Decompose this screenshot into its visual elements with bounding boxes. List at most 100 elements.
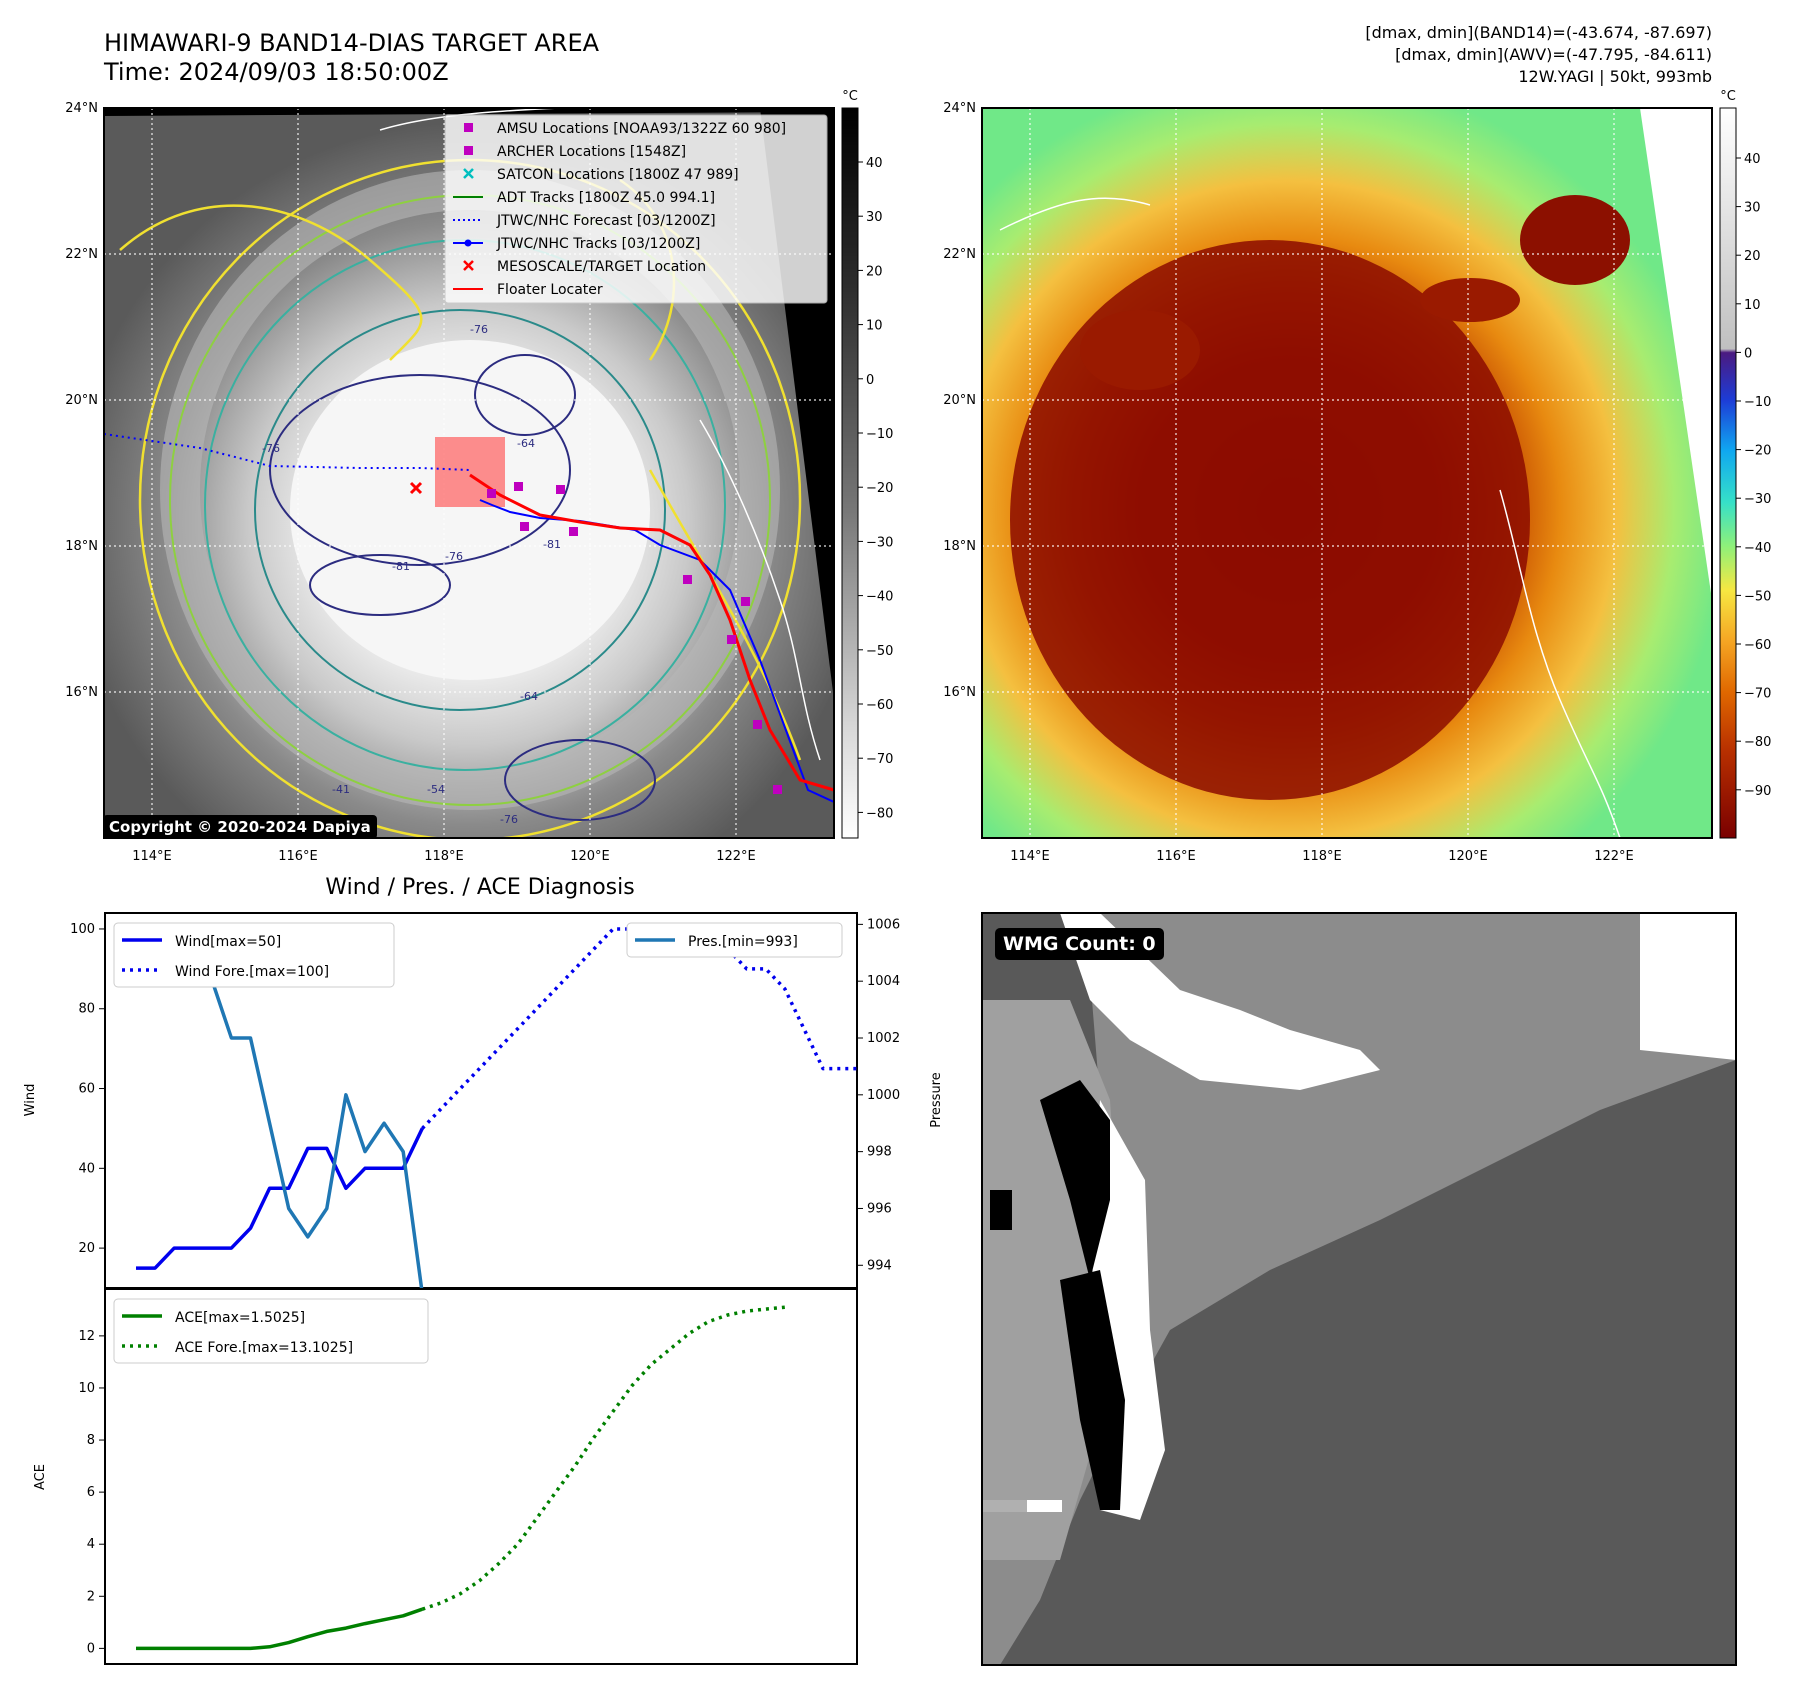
chart-title: HIMAWARI-9 BAND14-DIAS TARGET AREA bbox=[104, 29, 600, 57]
left-map-lon-ticks: 114°E 116°E 118°E 120°E 122°E bbox=[132, 849, 756, 864]
colorbar-tick: 20 bbox=[1744, 249, 1761, 264]
time-subtitle: Time: 2024/09/03 18:50:00Z bbox=[103, 58, 449, 86]
wind-tick: 100 bbox=[70, 922, 95, 937]
colorbar-tick: 0 bbox=[1744, 346, 1752, 361]
contour-label: -64 bbox=[520, 690, 538, 703]
lat-tick: 16°N bbox=[943, 685, 976, 700]
legend-pressure: Pres.[min=993] bbox=[688, 934, 798, 950]
pressure-tick: 1004 bbox=[867, 974, 900, 989]
ace-legend: ACE[max=1.5025] ACE Fore.[max=13.1025] bbox=[113, 1298, 429, 1364]
map-legend-item: JTWC/NHC Forecast [03/1200Z] bbox=[453, 213, 716, 229]
legend-ace-forecast: ACE Fore.[max=13.1025] bbox=[175, 1340, 353, 1356]
pressure-tick: 1000 bbox=[867, 1088, 900, 1103]
contour-label: -54 bbox=[427, 783, 445, 796]
lat-tick: 22°N bbox=[65, 247, 98, 262]
color-colorbar bbox=[1719, 107, 1737, 839]
map-legend-item: MESOSCALE/TARGET Location bbox=[463, 259, 706, 275]
ir-color-map bbox=[982, 108, 1712, 838]
map-legend-label: JTWC/NHC Tracks [03/1200Z] bbox=[496, 236, 700, 252]
map-legend-item: ADT Tracks [1800Z 45.0 994.1] bbox=[453, 190, 715, 206]
wind-tick: 60 bbox=[78, 1082, 95, 1097]
lat-tick: 20°N bbox=[943, 393, 976, 408]
storm-info: 12W.YAGI | 50kt, 993mb bbox=[1518, 67, 1712, 86]
band14-range: [dmax, dmin](BAND14)=(-43.674, -87.697) bbox=[1365, 23, 1712, 42]
colorbar-tick: 0 bbox=[866, 373, 874, 388]
ace-series-line-0 bbox=[136, 1607, 423, 1651]
ace-tick: 6 bbox=[87, 1485, 95, 1500]
copyright-badge: Copyright © 2020-2024 Dapiya bbox=[103, 815, 377, 839]
colorbar-tick: 20 bbox=[866, 264, 883, 279]
ace-tick: 8 bbox=[87, 1433, 95, 1448]
lat-tick: 18°N bbox=[65, 539, 98, 554]
contour-label: -76 bbox=[500, 813, 518, 826]
contour-label: -81 bbox=[392, 560, 410, 573]
colorbar-tick: −10 bbox=[866, 427, 893, 442]
lon-tick: 120°E bbox=[1448, 849, 1488, 864]
colorbar-unit: °C bbox=[842, 89, 858, 104]
wind-tick: 20 bbox=[78, 1241, 95, 1256]
pressure-tick: 1002 bbox=[867, 1031, 900, 1046]
colorbar-tick: −20 bbox=[866, 481, 893, 496]
legend-wind: Wind[max=50] bbox=[175, 934, 281, 950]
lon-tick: 118°E bbox=[1302, 849, 1342, 864]
map-legend-item: ARCHER Locations [1548Z] bbox=[464, 144, 686, 160]
wind-tick: 40 bbox=[78, 1161, 95, 1176]
series-line-0 bbox=[136, 1127, 424, 1270]
colorbar-tick: −30 bbox=[1744, 492, 1771, 507]
colorbar-tick: 40 bbox=[1744, 152, 1761, 167]
map-legend-item: JTWC/NHC Tracks [03/1200Z] bbox=[453, 236, 700, 252]
lon-tick: 118°E bbox=[424, 849, 464, 864]
colorbar-tick: −60 bbox=[1744, 638, 1771, 653]
lat-tick: 18°N bbox=[943, 539, 976, 554]
wmg-count-badge: WMG Count: 0 bbox=[995, 928, 1164, 960]
lon-tick: 114°E bbox=[132, 849, 172, 864]
jtwc-track bbox=[479, 499, 834, 803]
colorbar-tick: 10 bbox=[1744, 298, 1761, 313]
map-legend: AMSU Locations [NOAA93/1322Z 60 980] ARCH… bbox=[444, 114, 828, 304]
contour-label: -76 bbox=[470, 323, 488, 336]
ace-tick: 4 bbox=[87, 1537, 95, 1552]
map-legend-label: SATCON Locations [1800Z 47 989] bbox=[497, 167, 739, 183]
lon-tick: 122°E bbox=[716, 849, 756, 864]
pressure-tick: 998 bbox=[867, 1145, 892, 1160]
colorbar-tick: −40 bbox=[866, 590, 893, 605]
map-legend-label: AMSU Locations [NOAA93/1322Z 60 980] bbox=[497, 121, 786, 137]
lat-tick: 24°N bbox=[65, 101, 98, 116]
lon-tick: 116°E bbox=[278, 849, 318, 864]
contour-label: -41 bbox=[332, 783, 350, 796]
map-legend-item: Floater Locater bbox=[453, 282, 603, 298]
contour-label: -81 bbox=[543, 538, 561, 551]
diagnosis-title: Wind / Pres. / ACE Diagnosis bbox=[325, 875, 634, 900]
pressure-tick: 1006 bbox=[867, 917, 900, 932]
right-map-lon-ticks: 114°E 116°E 118°E 120°E 122°E bbox=[1010, 849, 1634, 864]
colorbar-tick: −20 bbox=[1744, 444, 1771, 459]
right-map-lat-ticks: 24°N 22°N 20°N 18°N 16°N bbox=[943, 101, 976, 700]
wind-legend: Wind[max=50] Wind Fore.[max=100] bbox=[113, 922, 395, 988]
contour-label: -76 bbox=[262, 442, 280, 455]
pressure-legend: Pres.[min=993] bbox=[626, 922, 843, 958]
lon-tick: 116°E bbox=[1156, 849, 1196, 864]
ace-tick: 0 bbox=[87, 1641, 95, 1656]
wind-tick: 80 bbox=[78, 1002, 95, 1017]
ace-tick: 2 bbox=[87, 1589, 95, 1604]
lon-tick: 120°E bbox=[570, 849, 610, 864]
legend-wind-forecast: Wind Fore.[max=100] bbox=[175, 964, 329, 980]
pressure-tick: 994 bbox=[867, 1258, 892, 1273]
map-legend-item: SATCON Locations [1800Z 47 989] bbox=[463, 167, 739, 183]
colorbar-tick: −40 bbox=[1744, 541, 1771, 556]
colorbar-tick: −80 bbox=[1744, 735, 1771, 750]
colorbar-tick: −50 bbox=[866, 644, 893, 659]
lat-tick: 16°N bbox=[65, 685, 98, 700]
map-legend-label: ARCHER Locations [1548Z] bbox=[497, 144, 686, 160]
colorbar-tick: −30 bbox=[866, 535, 893, 550]
colorbar-tick: −70 bbox=[1744, 687, 1771, 702]
contour-labels: -76 -76 -76 -81 -81 -64 -64 -54 -41 -76 bbox=[262, 323, 561, 826]
lat-tick: 24°N bbox=[943, 101, 976, 116]
ace-chart: 0 2 4 6 8 10 12 ACE ACE[max=1.5025] ACE Fore.[… bbox=[33, 1288, 858, 1665]
colorbar-tick: −80 bbox=[866, 806, 893, 821]
wmg-panel bbox=[982, 913, 1736, 1665]
wind-pressure-chart: 20 40 60 80 100 994 996 998 1000 1002 1004 1006 Wi… bbox=[23, 912, 944, 1289]
map-legend-label: MESOSCALE/TARGET Location bbox=[497, 259, 706, 275]
target-location-marker bbox=[409, 481, 423, 495]
colorbar-tick: 30 bbox=[866, 210, 883, 225]
